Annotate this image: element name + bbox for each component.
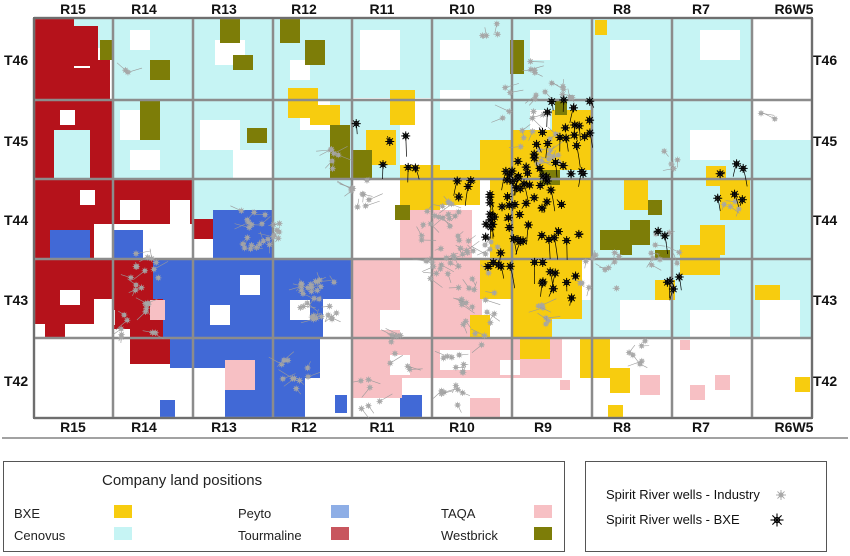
industry-wells-label: Spirit River wells - Industry: [606, 487, 760, 502]
land-map: R15 R14 R13 R12 R11 R10 R9 R8 R7 R6W5 R15 R14 R13 R1…: [2, 1, 848, 439]
range-label-bottom: R6W5: [774, 419, 814, 435]
wells-legend: Spirit River wells - Industry Spirit Riv…: [585, 461, 827, 552]
township-label-left: T46: [4, 52, 29, 68]
range-label-bottom: R9: [534, 419, 552, 435]
legend-label-bxe: BXE: [14, 506, 41, 521]
range-label-bottom: R11: [369, 419, 395, 435]
legend-label-cenovus: Cenovus: [14, 528, 66, 543]
range-label-bottom: R13: [211, 419, 237, 435]
legend-swatch-bxe: [114, 505, 132, 518]
bxe-wells-label: Spirit River wells - BXE: [606, 512, 740, 527]
range-label-top: R10: [449, 1, 475, 17]
township-label-right: T45: [813, 133, 838, 149]
legend-swatch-taqa: [534, 505, 552, 518]
range-label-bottom: R14: [131, 419, 157, 435]
range-label-top: R11: [369, 1, 395, 17]
range-label-top: R14: [131, 1, 157, 17]
range-label-top: R7: [692, 1, 710, 17]
legend-swatch-westbrick: [534, 527, 552, 540]
legend-label-tourmaline: Tourmaline: [238, 528, 302, 543]
range-label-bottom: R10: [449, 419, 475, 435]
range-label-top: R12: [291, 1, 317, 17]
industry-wells: [111, 20, 778, 419]
legend-swatch-tourmaline: [331, 527, 349, 540]
township-label-left: T43: [4, 292, 29, 308]
township-label-right: T46: [813, 52, 838, 68]
township-label-left: T44: [4, 212, 29, 228]
range-label-top: R9: [534, 1, 552, 17]
township-grid: [2, 16, 848, 439]
legend-title: Company land positions: [102, 472, 263, 489]
range-label-top: R13: [211, 1, 237, 17]
range-label-bottom: R15: [60, 419, 86, 435]
bxe-well-icon: [770, 513, 784, 527]
range-label-top: R15: [60, 1, 86, 17]
industry-well-icon: [776, 490, 786, 500]
legend-swatch-cenovus: [114, 527, 132, 540]
map-canvas: [2, 16, 848, 439]
township-label-right: T44: [813, 212, 838, 228]
range-label-bottom: R7: [692, 419, 710, 435]
legend-label-peyto: Peyto: [238, 506, 272, 521]
township-label-right: T43: [813, 292, 838, 308]
bxe-wells: [351, 95, 748, 306]
legend-label-taqa: TAQA: [441, 506, 476, 521]
township-label-left: T45: [4, 133, 29, 149]
range-label-top: R6W5: [774, 1, 814, 17]
legend-label-westbrick: Westbrick: [441, 528, 498, 543]
company-land-legend: Company land positions BXE Cenovus Peyto…: [3, 461, 565, 552]
range-label-top: R8: [613, 1, 631, 17]
range-label-bottom: R12: [291, 419, 317, 435]
township-label-right: T42: [813, 373, 838, 389]
township-label-left: T42: [4, 373, 29, 389]
legend-swatch-peyto: [331, 505, 349, 518]
range-label-bottom: R8: [613, 419, 631, 435]
